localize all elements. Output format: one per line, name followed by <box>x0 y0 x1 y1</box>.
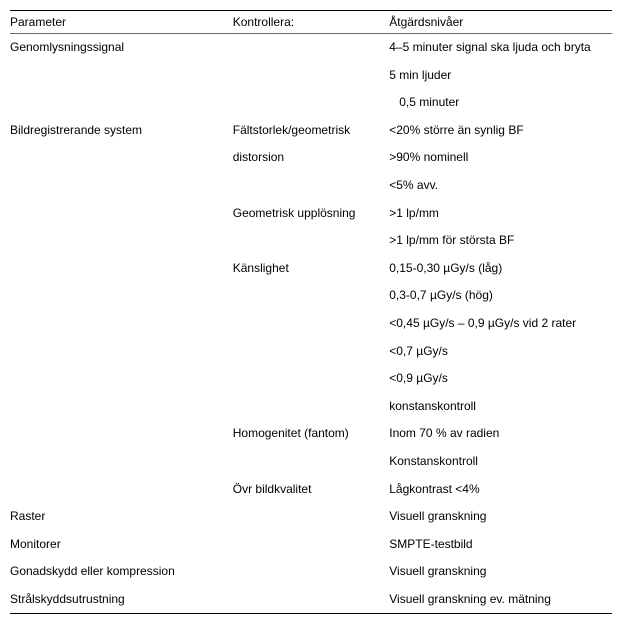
cell-action: Konstanskontroll <box>389 448 612 476</box>
cell-check <box>233 393 390 421</box>
cell-parameter: Monitorer <box>10 531 233 559</box>
table-row: <5% avv. <box>10 172 612 200</box>
cell-check: Känslighet <box>233 255 390 283</box>
table-row: Bildregistrerande systemFältstorlek/geom… <box>10 117 612 145</box>
table-row: Strålskyddsutrustning Visuell granskning … <box>10 586 612 614</box>
cell-check: distorsion <box>233 144 390 172</box>
cell-check <box>233 34 390 62</box>
table-row: Konstanskontroll <box>10 448 612 476</box>
table-row: Monitorer SMPTE-testbild <box>10 531 612 559</box>
cell-check <box>233 282 390 310</box>
cell-action: Lågkontrast <4% <box>389 476 612 504</box>
cell-check <box>233 558 390 586</box>
table-row: Gonadskydd eller kompression Visuell gran… <box>10 558 612 586</box>
header-action: Åtgärdsnivåer <box>389 11 612 34</box>
cell-parameter <box>10 448 233 476</box>
table-row: Geometrisk upplösning>1 lp/mm <box>10 200 612 228</box>
cell-action: >1 lp/mm <box>389 200 612 228</box>
table-row: 0,5 minuter <box>10 89 612 117</box>
cell-parameter <box>10 338 233 366</box>
table-row: Homogenitet (fantom)Inom 70 % av radien <box>10 420 612 448</box>
cell-check <box>233 448 390 476</box>
cell-action: <0,9 µGy/s <box>389 365 612 393</box>
cell-parameter: Genomlysningssignal <box>10 34 233 62</box>
table-row: distorsion>90% nominell <box>10 144 612 172</box>
cell-check <box>233 503 390 531</box>
cell-parameter <box>10 227 233 255</box>
table-row: Övr bildkvalitetLågkontrast <4% <box>10 476 612 504</box>
table-body: Genomlysningssignal 4–5 minuter signal sk… <box>10 34 612 614</box>
cell-parameter <box>10 310 233 338</box>
cell-parameter <box>10 89 233 117</box>
table-row: Känslighet0,15-0,30 µGy/s (låg) <box>10 255 612 283</box>
cell-action: Visuell granskning <box>389 503 612 531</box>
cell-parameter <box>10 144 233 172</box>
cell-parameter <box>10 393 233 421</box>
cell-action: >1 lp/mm för största BF <box>389 227 612 255</box>
cell-check <box>233 62 390 90</box>
cell-check <box>233 227 390 255</box>
cell-parameter <box>10 255 233 283</box>
cell-parameter <box>10 365 233 393</box>
cell-action: Visuell granskning ev. mätning <box>389 586 612 614</box>
table-header: Parameter Kontrollera: Åtgärdsnivåer <box>10 11 612 34</box>
table-row: >1 lp/mm för största BF <box>10 227 612 255</box>
cell-check <box>233 365 390 393</box>
table-row: 0,3-0,7 µGy/s (hög) <box>10 282 612 310</box>
header-parameter: Parameter <box>10 11 233 34</box>
cell-check: Homogenitet (fantom) <box>233 420 390 448</box>
cell-action: Inom 70 % av radien <box>389 420 612 448</box>
cell-check <box>233 531 390 559</box>
cell-action: <0,7 µGy/s <box>389 338 612 366</box>
cell-parameter <box>10 172 233 200</box>
cell-parameter <box>10 420 233 448</box>
table-row: <0,7 µGy/s <box>10 338 612 366</box>
cell-parameter <box>10 62 233 90</box>
cell-action: 0,15-0,30 µGy/s (låg) <box>389 255 612 283</box>
cell-action: >90% nominell <box>389 144 612 172</box>
cell-action: Visuell granskning <box>389 558 612 586</box>
table-row: konstanskontroll <box>10 393 612 421</box>
cell-check: Geometrisk upplösning <box>233 200 390 228</box>
cell-parameter <box>10 200 233 228</box>
parameters-table: Parameter Kontrollera: Åtgärdsnivåer Gen… <box>10 10 612 614</box>
cell-parameter: Gonadskydd eller kompression <box>10 558 233 586</box>
cell-parameter: Strålskyddsutrustning <box>10 586 233 614</box>
cell-action: 4–5 minuter signal ska ljuda och bryta <box>389 34 612 62</box>
cell-action: konstanskontroll <box>389 393 612 421</box>
table-row: Genomlysningssignal 4–5 minuter signal sk… <box>10 34 612 62</box>
cell-check: Fältstorlek/geometrisk <box>233 117 390 145</box>
header-check: Kontrollera: <box>233 11 390 34</box>
cell-action: 5 min ljuder <box>389 62 612 90</box>
cell-check <box>233 586 390 614</box>
cell-check <box>233 338 390 366</box>
table-row: <0,9 µGy/s <box>10 365 612 393</box>
table-row: 5 min ljuder <box>10 62 612 90</box>
cell-action: <5% avv. <box>389 172 612 200</box>
table-row: <0,45 µGy/s – 0,9 µGy/s vid 2 rater <box>10 310 612 338</box>
table-row: Raster Visuell granskning <box>10 503 612 531</box>
cell-parameter <box>10 282 233 310</box>
cell-parameter <box>10 476 233 504</box>
cell-check <box>233 89 390 117</box>
cell-action: SMPTE-testbild <box>389 531 612 559</box>
cell-check <box>233 172 390 200</box>
cell-action: 0,5 minuter <box>389 89 612 117</box>
cell-parameter: Raster <box>10 503 233 531</box>
cell-check: Övr bildkvalitet <box>233 476 390 504</box>
cell-action: <20% större än synlig BF <box>389 117 612 145</box>
cell-action: 0,3-0,7 µGy/s (hög) <box>389 282 612 310</box>
cell-check <box>233 310 390 338</box>
cell-action: <0,45 µGy/s – 0,9 µGy/s vid 2 rater <box>389 310 612 338</box>
cell-parameter: Bildregistrerande system <box>10 117 233 145</box>
